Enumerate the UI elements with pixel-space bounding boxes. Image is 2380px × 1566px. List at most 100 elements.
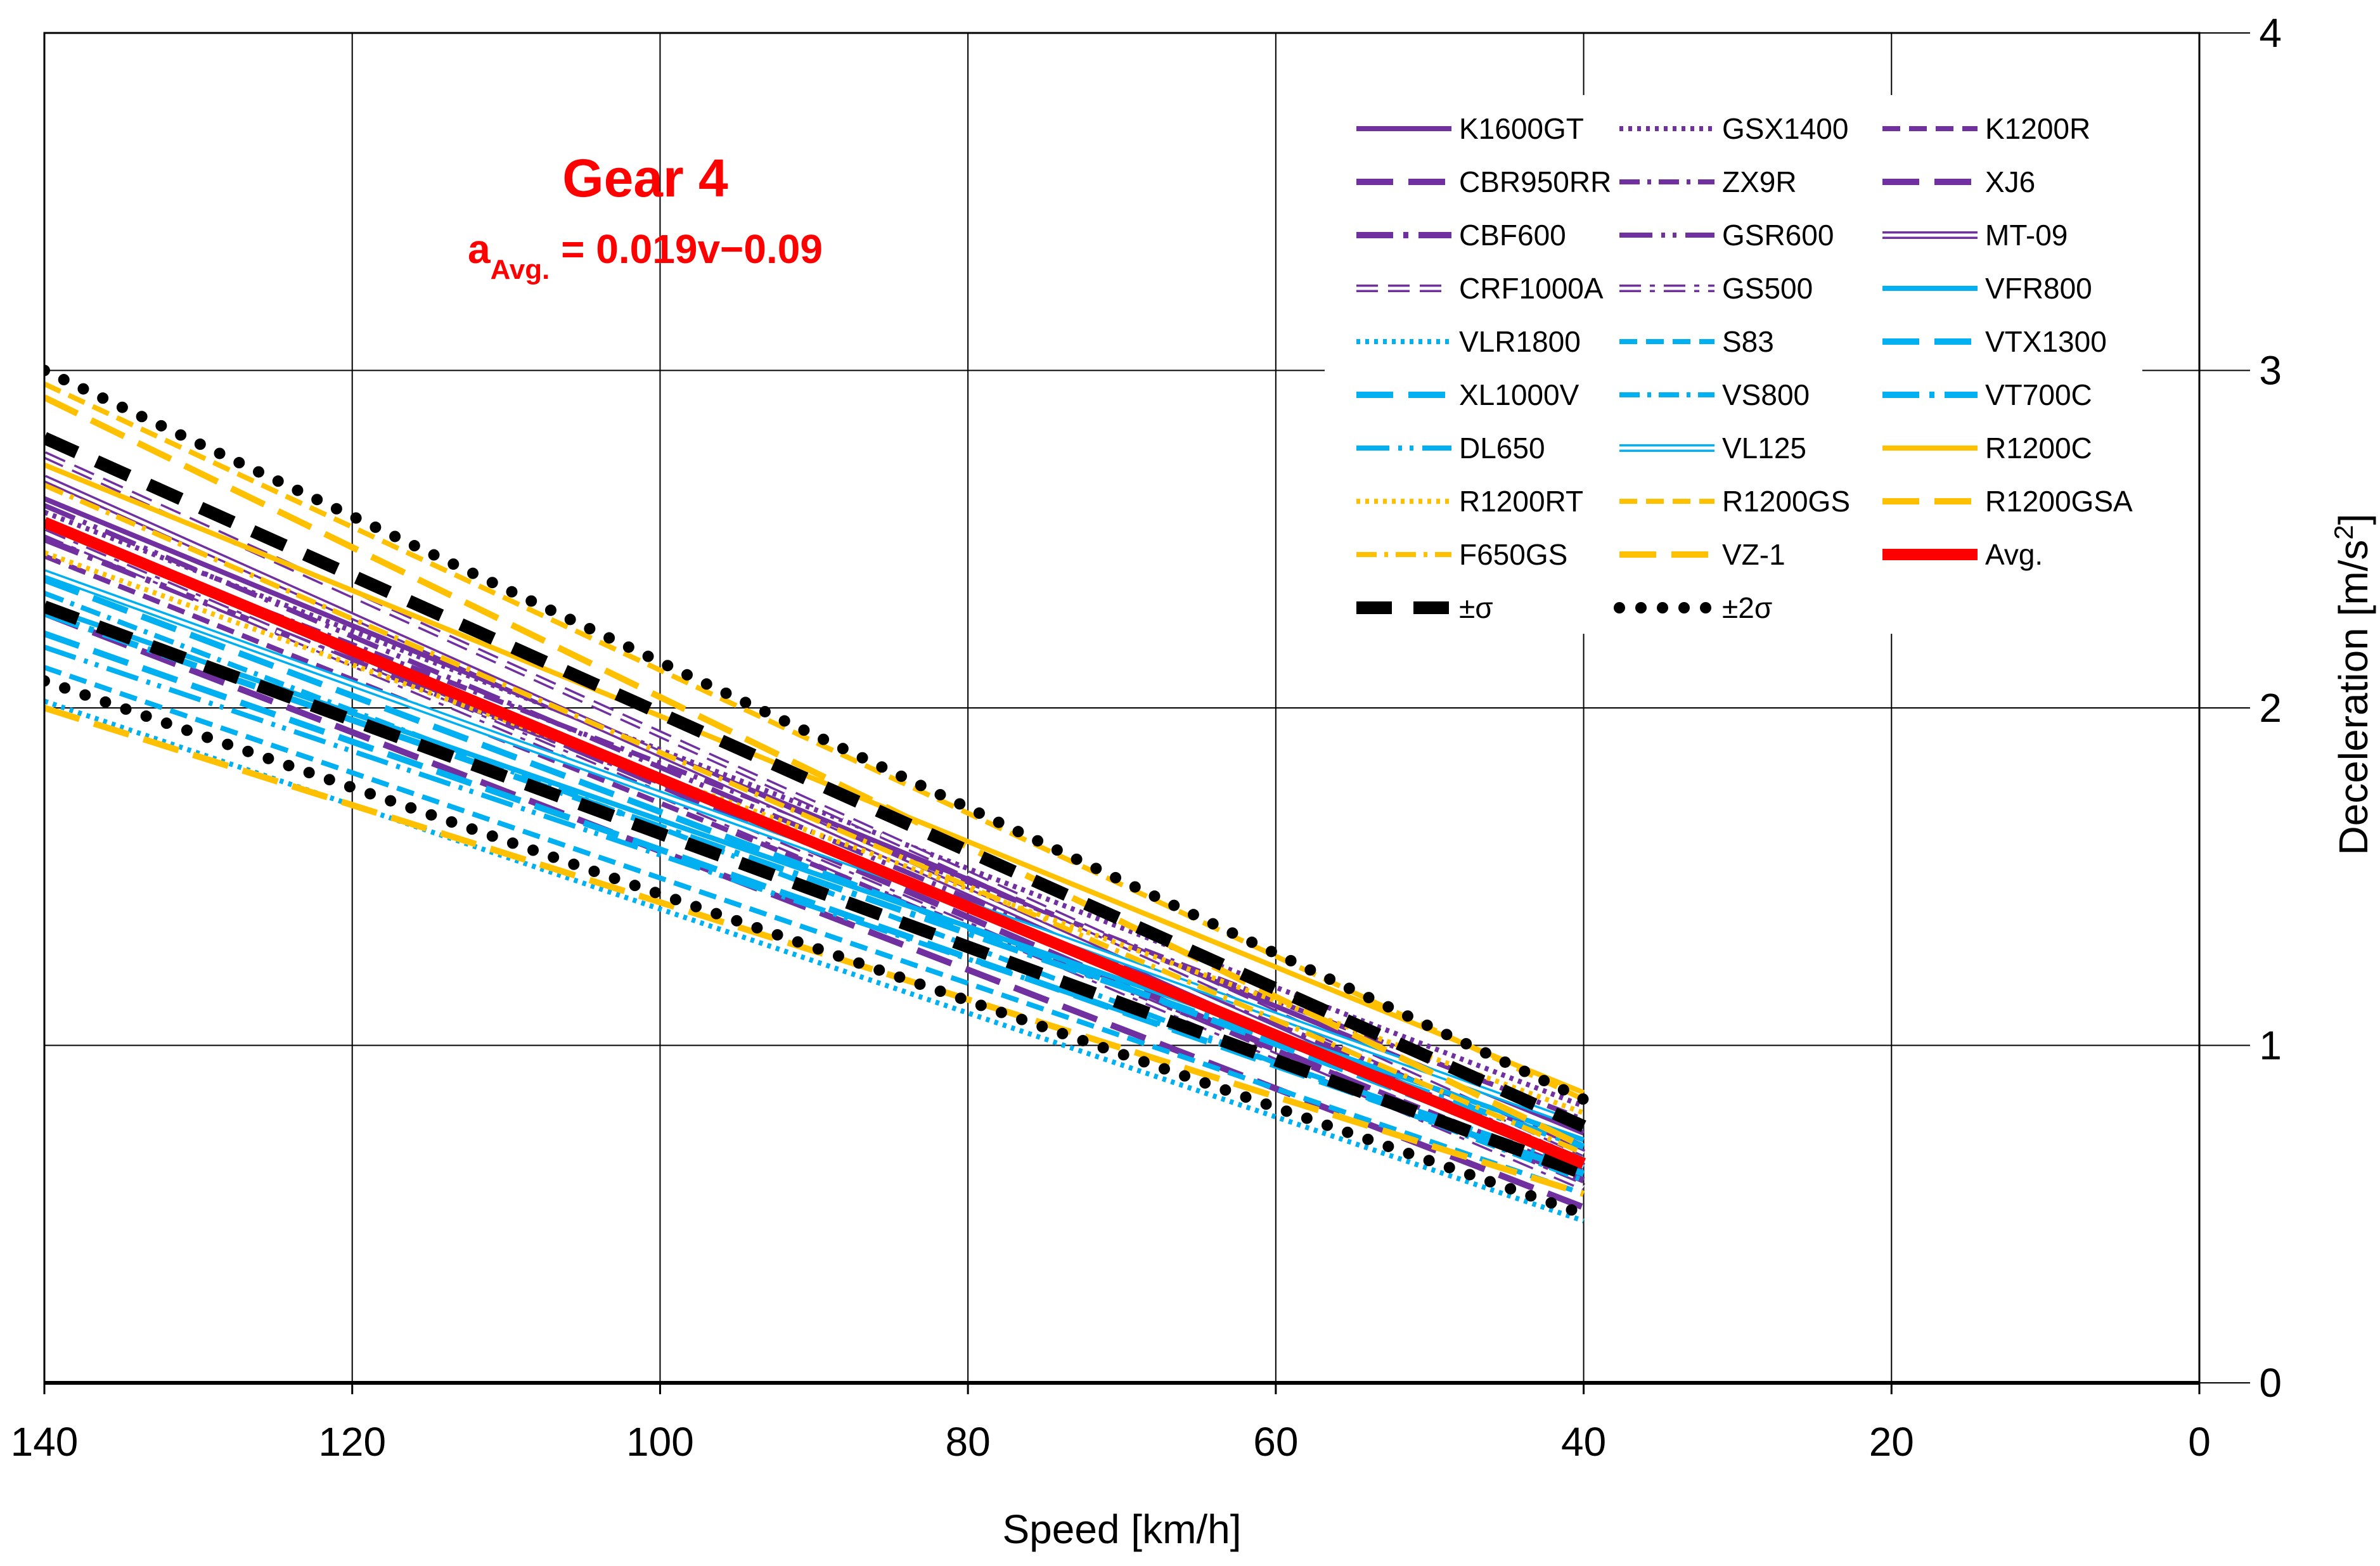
legend-label-1: GSX1400 bbox=[1722, 112, 1848, 145]
series-line-10-inner bbox=[44, 530, 1585, 1189]
legend-item-14: VTX1300 bbox=[1882, 325, 2107, 358]
legend-label-9: CRF1000A bbox=[1459, 272, 1604, 305]
series-line-30-stroke bbox=[44, 675, 1590, 1220]
series-line-23 bbox=[44, 394, 1585, 1150]
legend-item-16: VS800 bbox=[1619, 378, 1810, 411]
legend-label-22: R1200GS bbox=[1722, 485, 1850, 518]
legend-item-26: Avg. bbox=[1882, 538, 2043, 571]
y-axis-title-end: ] bbox=[2331, 513, 2376, 525]
legend: K1600GT GSX1400 K1200R CBR950RR ZX9R XJ6 CBF60… bbox=[1325, 95, 2142, 634]
series-line-24-stroke bbox=[44, 482, 1585, 1156]
series-line-23-stroke bbox=[44, 394, 1585, 1150]
series-line-20-stroke bbox=[44, 462, 1585, 1095]
series-line-21 bbox=[44, 550, 1585, 1115]
x-tick-label-1: 120 bbox=[318, 1419, 386, 1465]
legend-item-13: S83 bbox=[1619, 325, 1774, 358]
series-lines bbox=[44, 364, 1590, 1224]
legend-label-24: F650GS bbox=[1459, 538, 1567, 571]
x-tick-label-2: 100 bbox=[626, 1419, 694, 1465]
y-tick-label-4: 4 bbox=[2259, 10, 2282, 56]
legend-label-15: XL1000V bbox=[1459, 378, 1579, 411]
y-tick-label-1: 1 bbox=[2259, 1023, 2282, 1069]
legend-label-27: ±σ bbox=[1459, 591, 1493, 624]
series-line-15 bbox=[44, 576, 1585, 1164]
legend-label-8: MT-09 bbox=[1985, 219, 2068, 252]
legend-item-25: VZ-1 bbox=[1619, 538, 1785, 571]
series-line-2-stroke bbox=[44, 553, 1585, 1176]
legend-label-14: VTX1300 bbox=[1985, 325, 2107, 358]
x-tick-label-3: 80 bbox=[946, 1419, 991, 1465]
series-line-29 bbox=[44, 364, 1590, 1105]
series-line-20 bbox=[44, 462, 1585, 1095]
legend-label-26: Avg. bbox=[1985, 538, 2043, 571]
series-line-18 bbox=[44, 645, 1585, 1169]
legend-label-6: CBF600 bbox=[1459, 219, 1566, 252]
legend-item-12: VLR1800 bbox=[1356, 325, 1581, 358]
series-line-24 bbox=[44, 482, 1585, 1156]
legend-label-5: XJ6 bbox=[1985, 165, 2035, 198]
series-line-26-stroke bbox=[44, 517, 1586, 1169]
legend-item-23: R1200GSA bbox=[1882, 485, 2133, 518]
legend-item-17: VT700C bbox=[1882, 378, 2092, 411]
legend-item-15: XL1000V bbox=[1356, 378, 1579, 411]
y-axis-title: Deceleration [m/s2] bbox=[2329, 513, 2377, 855]
series-line-26 bbox=[44, 517, 1586, 1169]
series-line-13-stroke bbox=[44, 665, 1585, 1197]
legend-item-4: ZX9R bbox=[1619, 165, 1797, 198]
chart-title: Gear 4 bbox=[562, 148, 728, 208]
series-line-21-stroke bbox=[44, 550, 1585, 1115]
series-line-17-stroke bbox=[44, 610, 1585, 1150]
y-tick-label-2: 2 bbox=[2259, 685, 2282, 731]
y-axis-title-main: Deceleration [m/s bbox=[2331, 540, 2376, 856]
equation-rhs: = 0.019v−0.09 bbox=[550, 226, 823, 272]
series-line-0-stroke bbox=[44, 496, 1585, 1136]
legend-item-5: XJ6 bbox=[1882, 165, 2035, 198]
series-line-0 bbox=[44, 496, 1585, 1136]
series-line-28-stroke bbox=[44, 600, 1586, 1180]
series-line-2 bbox=[44, 553, 1585, 1176]
series-line-3-stroke bbox=[44, 610, 1585, 1210]
legend-label-10: GS500 bbox=[1722, 272, 1813, 305]
legend-item-7: GSR600 bbox=[1619, 219, 1834, 252]
legend-label-11: VFR800 bbox=[1985, 272, 2092, 305]
legend-label-23: R1200GSA bbox=[1985, 485, 2133, 518]
x-tick-label-6: 20 bbox=[1869, 1419, 1914, 1465]
series-line-19 bbox=[44, 569, 1585, 1130]
legend-label-7: GSR600 bbox=[1722, 219, 1834, 252]
legend-item-18: DL650 bbox=[1356, 432, 1545, 465]
legend-item-27: ±σ bbox=[1356, 591, 1493, 624]
series-line-15-stroke bbox=[44, 576, 1585, 1164]
equation-prefix: a bbox=[468, 226, 491, 272]
series-line-13 bbox=[44, 665, 1585, 1197]
legend-label-25: VZ-1 bbox=[1722, 538, 1785, 571]
legend-item-8: MT-09 bbox=[1882, 219, 2068, 252]
series-line-18-stroke bbox=[44, 645, 1585, 1169]
legend-label-19: VL125 bbox=[1722, 432, 1806, 465]
legend-label-28: ±2σ bbox=[1722, 591, 1772, 624]
legend-item-28: ±2σ bbox=[1614, 591, 1772, 624]
x-axis-ticks: 140 120 100 80 60 40 20 0 bbox=[11, 1383, 2211, 1465]
series-line-17 bbox=[44, 610, 1585, 1150]
legend-label-4: ZX9R bbox=[1722, 165, 1797, 198]
legend-item-19: VL125 bbox=[1619, 432, 1806, 465]
legend-item-3: CBR950RR bbox=[1356, 165, 1611, 198]
chart-equation: aAvg. = 0.019v−0.09 bbox=[468, 226, 823, 285]
legend-label-12: VLR1800 bbox=[1459, 325, 1581, 358]
legend-item-9: CRF1000A bbox=[1356, 272, 1604, 305]
legend-item-20: R1200C bbox=[1882, 432, 2092, 465]
legend-item-21: R1200RT bbox=[1356, 485, 1583, 518]
y-axis-title-sup: 2 bbox=[2329, 525, 2358, 539]
legend-label-0: K1600GT bbox=[1459, 112, 1584, 145]
legend-label-21: R1200RT bbox=[1459, 485, 1583, 518]
x-axis-title: Speed [km/h] bbox=[1002, 1506, 1241, 1552]
legend-label-18: DL650 bbox=[1459, 432, 1545, 465]
legend-label-17: VT700C bbox=[1985, 378, 2092, 411]
series-line-28 bbox=[44, 600, 1586, 1180]
legend-item-24: F650GS bbox=[1356, 538, 1567, 571]
legend-item-22: R1200GS bbox=[1619, 485, 1850, 518]
equation-subscript: Avg. bbox=[491, 254, 550, 285]
series-line-3 bbox=[44, 610, 1585, 1210]
x-tick-label-0: 140 bbox=[11, 1419, 79, 1465]
x-tick-label-4: 60 bbox=[1253, 1419, 1298, 1465]
